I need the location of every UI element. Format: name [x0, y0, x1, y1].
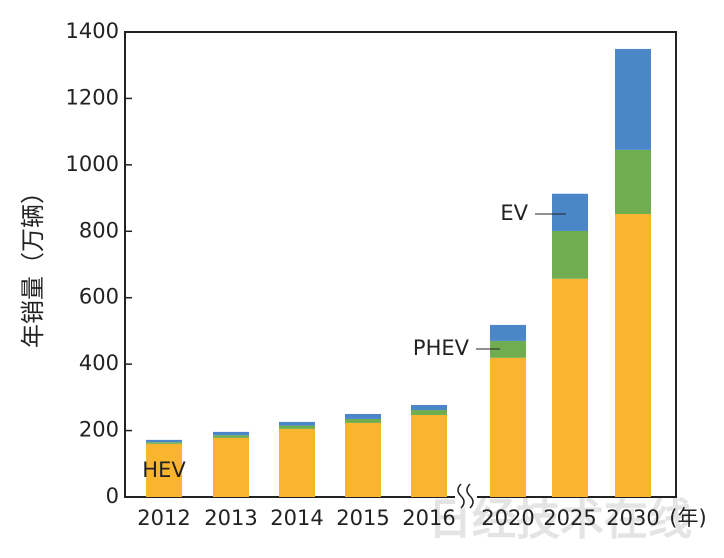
bar-segment [146, 439, 182, 443]
y-tick-label: 1000 [66, 152, 119, 176]
bar-segment [213, 431, 249, 436]
bar-segment [279, 425, 315, 429]
bar-segment [213, 437, 249, 497]
y-tick-label: 0 [106, 484, 119, 508]
y-tick-label: 600 [79, 285, 119, 309]
y-tick-label: 200 [79, 418, 119, 442]
x-tick-label: 2013 [204, 506, 257, 530]
x-tick-label: 2030 [606, 506, 659, 530]
x-tick-label: 2012 [137, 506, 190, 530]
bar-segment [146, 442, 182, 444]
x-tick-label: 2016 [402, 506, 455, 530]
axis-break-bg [455, 486, 477, 508]
y-tick-label: 1200 [66, 85, 119, 109]
x-tick-label: 2015 [336, 506, 389, 530]
bar-segment [411, 414, 447, 497]
bar-segment [213, 435, 249, 438]
bar-segment [279, 428, 315, 497]
bar-segment [615, 214, 651, 497]
x-tick-label: 2020 [481, 506, 534, 530]
y-tick-label: 400 [79, 351, 119, 375]
bar-segment [552, 230, 588, 279]
bar-segment [345, 422, 381, 497]
series-label: PHEV [413, 336, 470, 360]
bar-segment [615, 48, 651, 150]
bar-segment [490, 357, 526, 497]
bar-segment [279, 421, 315, 426]
y-axis-label: 年销量（万辆） [19, 180, 47, 348]
x-unit: (年) [669, 506, 706, 530]
bar-segment [411, 404, 447, 410]
bar-segment [345, 413, 381, 419]
bar-segment [552, 278, 588, 497]
y-tick-label: 800 [79, 218, 119, 242]
bar-segment [490, 324, 526, 341]
plot-frame [124, 31, 677, 498]
x-tick-label: 2014 [270, 506, 323, 530]
series-label: EV [500, 201, 528, 225]
bar-segment [411, 409, 447, 415]
series-label: HEV [142, 458, 186, 482]
bar-segment [345, 418, 381, 423]
x-tick-label: 2025 [543, 506, 596, 530]
axis-break [457, 483, 474, 509]
bar-segment [615, 149, 651, 215]
bar-segment [552, 193, 588, 231]
bar-segment [146, 443, 182, 497]
bar-segment [490, 340, 526, 358]
y-tick-label: 1400 [66, 19, 119, 43]
